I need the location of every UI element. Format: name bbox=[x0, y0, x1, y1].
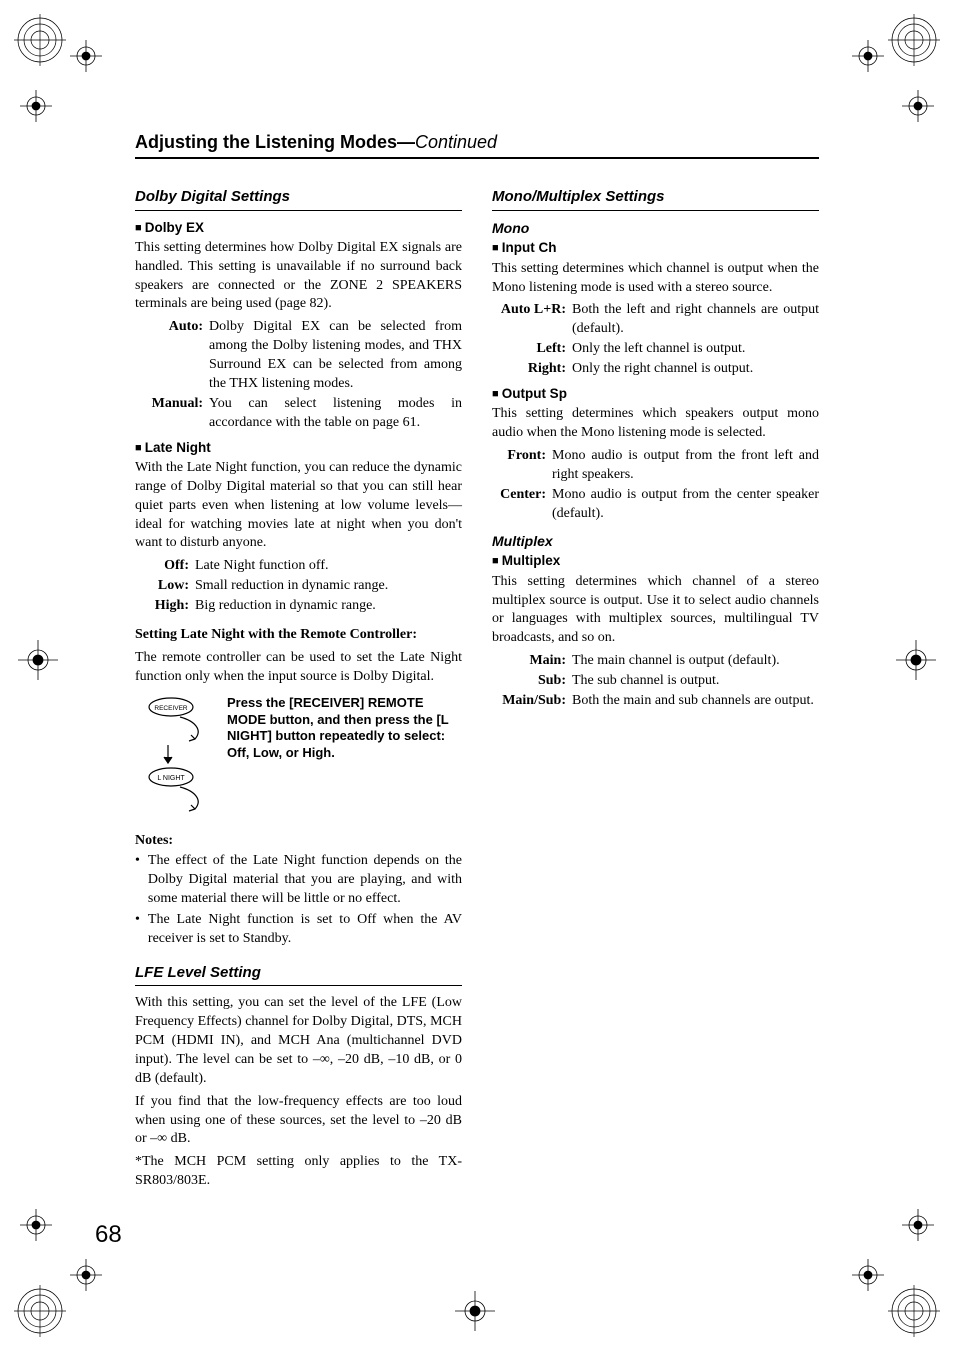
para: The remote controller can be used to set… bbox=[135, 649, 462, 687]
para: This setting determines which channel is… bbox=[492, 260, 819, 298]
note-item: The effect of the Late Night function de… bbox=[148, 852, 462, 909]
option-desc: Both the left and right channels are out… bbox=[572, 301, 819, 339]
print-mark-icon bbox=[902, 1209, 934, 1241]
para: With this setting, you can set the level… bbox=[135, 994, 462, 1088]
print-mark-icon bbox=[852, 40, 884, 72]
section-dolby-digital: Dolby Digital Settings bbox=[135, 187, 462, 210]
para: *The MCH PCM setting only applies to the… bbox=[135, 1153, 462, 1191]
option-term: Center: bbox=[492, 486, 552, 524]
option-desc: Late Night function off. bbox=[195, 557, 462, 576]
option-list: Front:Mono audio is output from the fron… bbox=[492, 447, 819, 524]
print-mark-icon bbox=[18, 640, 58, 680]
remote-instruction: RECEIVER L NIGHT Press the [RECEIVER] RE… bbox=[135, 695, 462, 822]
subsection-multiplex: Multiplex bbox=[492, 532, 819, 551]
option-list: Off:Late Night function off. Low:Small r… bbox=[135, 557, 462, 616]
para: This setting determines which speakers o… bbox=[492, 405, 819, 443]
page-number: 68 bbox=[95, 1219, 122, 1251]
option-desc: The main channel is output (default). bbox=[572, 652, 819, 671]
option-desc: You can select listening modes in accord… bbox=[209, 395, 462, 433]
remote-graphic-icon: RECEIVER L NIGHT bbox=[135, 695, 215, 822]
print-mark-icon bbox=[888, 1285, 940, 1337]
para: If you find that the low-frequency effec… bbox=[135, 1093, 462, 1150]
option-desc: Both the main and sub channels are outpu… bbox=[572, 692, 819, 711]
option-term: Right: bbox=[492, 360, 572, 379]
print-mark-icon bbox=[888, 14, 940, 66]
right-column: Mono/Multiplex Settings Mono Input Ch Th… bbox=[492, 187, 819, 1195]
btn-label-receiver: RECEIVER bbox=[154, 705, 188, 712]
print-mark-icon bbox=[896, 640, 936, 680]
subsection-mono: Mono bbox=[492, 219, 819, 238]
print-mark-icon bbox=[902, 90, 934, 122]
option-desc: Small reduction in dynamic range. bbox=[195, 577, 462, 596]
option-term: Main: bbox=[492, 652, 572, 671]
option-desc: Mono audio is output from the front left… bbox=[552, 447, 819, 485]
para: This setting determines which channel of… bbox=[492, 573, 819, 649]
title-main: Adjusting the Listening Modes bbox=[135, 132, 397, 152]
print-mark-icon bbox=[20, 90, 52, 122]
option-term: Low: bbox=[135, 577, 195, 596]
note-item: The Late Night function is set to Off wh… bbox=[148, 911, 462, 949]
option-desc: Only the left channel is output. bbox=[572, 340, 819, 359]
title-continued: Continued bbox=[415, 132, 497, 152]
page-title: Adjusting the Listening Modes—Continued bbox=[135, 130, 819, 159]
print-mark-icon bbox=[455, 1291, 495, 1331]
option-term: Left: bbox=[492, 340, 572, 359]
option-term: Off: bbox=[135, 557, 195, 576]
option-term: High: bbox=[135, 597, 195, 616]
option-desc: Big reduction in dynamic range. bbox=[195, 597, 462, 616]
option-list: Auto:Dolby Digital EX can be selected fr… bbox=[135, 318, 462, 432]
option-desc: Only the right channel is output. bbox=[572, 360, 819, 379]
option-desc: The sub channel is output. bbox=[572, 672, 819, 691]
print-mark-icon bbox=[70, 1259, 102, 1291]
notes-list: The effect of the Late Night function de… bbox=[135, 852, 462, 948]
print-mark-icon bbox=[70, 40, 102, 72]
btn-label-lnight: L NIGHT bbox=[157, 775, 185, 782]
section-lfe-level: LFE Level Setting bbox=[135, 963, 462, 986]
option-list: Auto L+R:Both the left and right channel… bbox=[492, 301, 819, 379]
subhead-late-night: Late Night bbox=[135, 439, 462, 457]
option-term: Manual: bbox=[135, 395, 209, 433]
option-term: Auto L+R: bbox=[492, 301, 572, 339]
subhead-multiplex: Multiplex bbox=[492, 552, 819, 570]
print-mark-icon bbox=[14, 14, 66, 66]
print-mark-icon bbox=[14, 1285, 66, 1337]
subhead-input-ch: Input Ch bbox=[492, 239, 819, 257]
option-term: Sub: bbox=[492, 672, 572, 691]
title-sep: — bbox=[397, 132, 415, 152]
option-desc: Dolby Digital EX can be selected from am… bbox=[209, 318, 462, 394]
subhead-remote: Setting Late Night with the Remote Contr… bbox=[135, 627, 417, 642]
remote-instruction-text: Press the [RECEIVER] REMOTE MODE button,… bbox=[227, 695, 462, 822]
subhead-output-sp: Output Sp bbox=[492, 385, 819, 403]
option-list: Main:The main channel is output (default… bbox=[492, 652, 819, 711]
option-term: Main/Sub: bbox=[492, 692, 572, 711]
notes-heading: Notes: bbox=[135, 832, 462, 851]
option-desc: Mono audio is output from the center spe… bbox=[552, 486, 819, 524]
para: This setting determines how Dolby Digita… bbox=[135, 239, 462, 315]
para: With the Late Night function, you can re… bbox=[135, 459, 462, 553]
print-mark-icon bbox=[852, 1259, 884, 1291]
option-term: Auto: bbox=[135, 318, 209, 394]
print-mark-icon bbox=[20, 1209, 52, 1241]
section-mono-multiplex: Mono/Multiplex Settings bbox=[492, 187, 819, 210]
left-column: Dolby Digital Settings Dolby EX This set… bbox=[135, 187, 462, 1195]
subhead-dolby-ex: Dolby EX bbox=[135, 219, 462, 237]
option-term: Front: bbox=[492, 447, 552, 485]
